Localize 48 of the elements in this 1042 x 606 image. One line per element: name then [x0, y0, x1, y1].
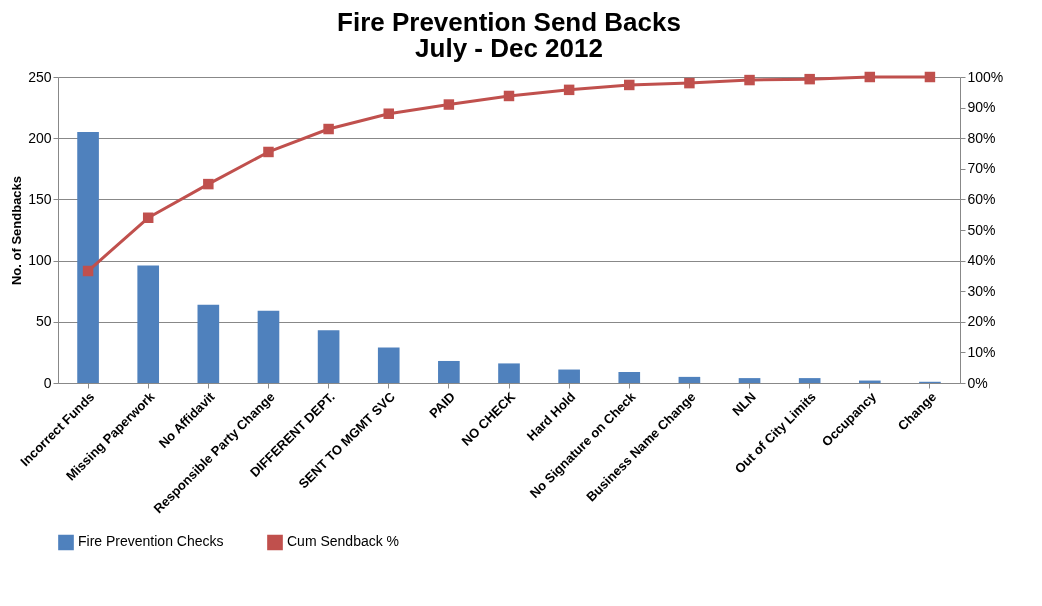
y-axis-title: No. of Sendbacks [9, 175, 25, 286]
y-tick-label: 200 [28, 129, 52, 146]
y2-tick-label: 0% [967, 374, 988, 391]
y2-tick-label: 30% [967, 282, 996, 299]
y2-tick-label: 10% [967, 343, 996, 360]
y2-tick-label: 50% [967, 221, 996, 238]
point [563, 84, 575, 96]
y-tick-label: 50 [35, 313, 52, 330]
y2-tick-label: 80% [967, 129, 996, 146]
point [684, 77, 695, 89]
point [744, 74, 755, 86]
bar [678, 376, 701, 383]
y2-tick-label: 60% [967, 190, 996, 207]
bar [498, 363, 520, 383]
point [323, 123, 334, 135]
y-tick-label: 100 [28, 252, 52, 269]
bar [77, 132, 99, 383]
y-tick-label: 150 [28, 190, 52, 207]
legend-label: Cum Sendback % [287, 533, 400, 550]
bar [137, 265, 160, 383]
point [82, 265, 94, 277]
bar [197, 304, 220, 383]
point [142, 212, 154, 223]
bar [558, 369, 580, 383]
bar [798, 378, 821, 383]
point [804, 73, 815, 85]
y2-tick-label: 90% [967, 99, 996, 116]
point [203, 178, 214, 190]
point [924, 71, 936, 83]
bar [377, 347, 400, 383]
point [263, 146, 274, 158]
y2-tick-label: 20% [967, 313, 996, 330]
bar [438, 360, 460, 383]
bar [317, 330, 340, 383]
point [624, 79, 635, 91]
bar [257, 310, 280, 383]
y-tick-label: 250 [28, 68, 52, 85]
y2-tick-label: 100% [967, 68, 1004, 85]
y-tick-label: 0 [43, 374, 52, 391]
point [383, 108, 394, 119]
y2-tick-label: 40% [967, 252, 996, 269]
point [864, 71, 876, 83]
bar [738, 378, 761, 383]
point [503, 90, 515, 102]
y2-tick-label: 70% [967, 160, 996, 177]
legend-label: Fire Prevention Checks [78, 533, 224, 550]
bar [618, 371, 641, 383]
point [443, 99, 455, 110]
